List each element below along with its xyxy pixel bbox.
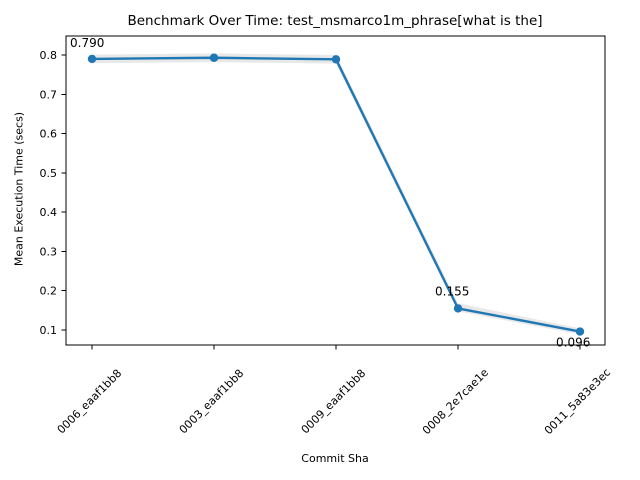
data-point-marker: [87, 54, 97, 64]
series-line: [90, 56, 582, 333]
point-value-annotation: 0.790: [70, 36, 104, 50]
data-point-marker: [453, 304, 463, 313]
data-point-marker: [331, 55, 341, 64]
data-point-marker: [209, 53, 219, 62]
axes-spines: [65, 35, 606, 346]
y-tick-label: 0.7: [40, 88, 58, 101]
data-point-marker: [575, 327, 585, 336]
y-tick-label: 0.1: [40, 324, 58, 337]
x-tick-label: 0003_eaaf1bb8: [177, 367, 247, 437]
confidence-band: [92, 53, 580, 335]
y-tick-label: 0.5: [40, 167, 58, 180]
chart-title: Benchmark Over Time: test_msmarco1m_phra…: [127, 13, 543, 29]
x-tick-label: 0011_5a83e3ec: [542, 366, 613, 437]
y-tick-label: 0.4: [40, 206, 58, 219]
y-tick-label: 0.3: [40, 245, 58, 258]
x-tick-label: 0008_2e7cae1e: [420, 366, 491, 437]
point-value-annotation: 0.096: [556, 336, 590, 350]
x-tick-label: 0006_eaaf1bb8: [55, 367, 125, 437]
y-tick-label: 0.6: [40, 128, 58, 141]
point-value-annotation: 0.155: [435, 284, 469, 298]
y-tick-label: 0.2: [40, 285, 58, 298]
y-tick-label: 0.8: [40, 49, 58, 62]
x-tick-label: 0009_eaaf1bb8: [299, 367, 369, 437]
x-axis-label: Commit Sha: [301, 452, 369, 465]
